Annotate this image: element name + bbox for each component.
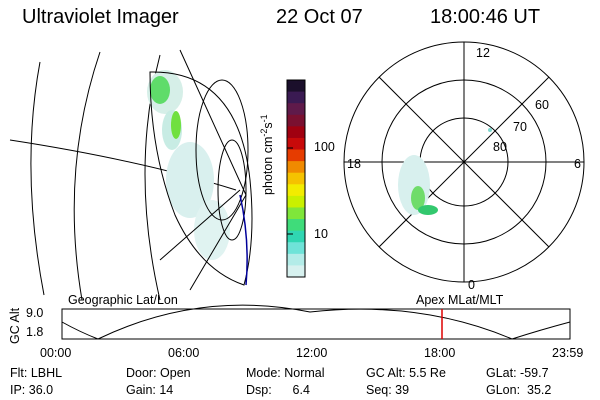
strip-right-label: Apex MLat/MLT: [416, 293, 504, 307]
filter-info: Flt: LBHL: [10, 366, 63, 380]
mlt-label-0: 0: [468, 278, 475, 292]
observation-time: 18:00:46 UT: [430, 6, 541, 28]
colorbar-segment: [287, 172, 305, 185]
colorbar-segment: [287, 137, 305, 151]
colorbar-segment: [287, 242, 305, 255]
colorbar-segment: [287, 219, 305, 232]
colorbar-segment: [287, 103, 305, 116]
colorbar-tick: 100: [314, 140, 335, 154]
glon-info: GLon: 35.2: [486, 383, 552, 397]
strip-x-tick: 18:00: [424, 346, 456, 360]
mlt-label-6: 6: [574, 157, 581, 171]
colorbar-segment: [287, 253, 305, 266]
strip-x-tick: 12:00: [296, 346, 328, 360]
strip-x-tick: 06:00: [168, 346, 200, 360]
gain-info: Gain: 14: [126, 383, 174, 397]
lat-label-60: 60: [535, 98, 549, 112]
lat-label-80: 80: [493, 140, 507, 154]
ip-info: IP: 36.0: [10, 383, 54, 397]
strip-left-label: Geographic Lat/Lon: [68, 293, 178, 307]
colorbar-segment: [287, 195, 305, 208]
colorbar-segment: [287, 80, 305, 93]
colorbar-segment: [287, 207, 305, 220]
strip-x-tick: 00:00: [40, 346, 72, 360]
colorbar-segment: [287, 184, 305, 197]
glat-info: GLat: -59.7: [486, 366, 549, 380]
dsp-info: Dsp: 6.4: [246, 383, 310, 397]
mlt-label-18: 18: [347, 157, 361, 171]
app-title: Ultraviolet Imager: [22, 6, 179, 28]
colorbar-segment: [287, 265, 305, 278]
mlt-label-12: 12: [476, 46, 490, 60]
lat-label-70: 70: [513, 120, 527, 134]
seq-info: Seq: 39: [366, 383, 410, 397]
mode-info: Mode: Normal: [246, 366, 325, 380]
colorbar-segment: [287, 149, 305, 162]
colorbar-segment: [287, 114, 305, 127]
colorbar-tick: 10: [314, 227, 328, 241]
colorbar-segment: [287, 126, 305, 139]
colorbar-segment: [287, 161, 305, 174]
colorbar-segment: [287, 91, 305, 104]
door-info: Door: Open: [126, 366, 191, 380]
strip-y-tick: 9.0: [26, 306, 44, 320]
gc-alt-info: GC Alt: 5.5 Re: [366, 366, 446, 380]
observation-date: 22 Oct 07: [276, 6, 363, 28]
strip-x-tick: 23:59: [552, 346, 584, 360]
strip-y-tick: 1.8: [26, 325, 44, 339]
